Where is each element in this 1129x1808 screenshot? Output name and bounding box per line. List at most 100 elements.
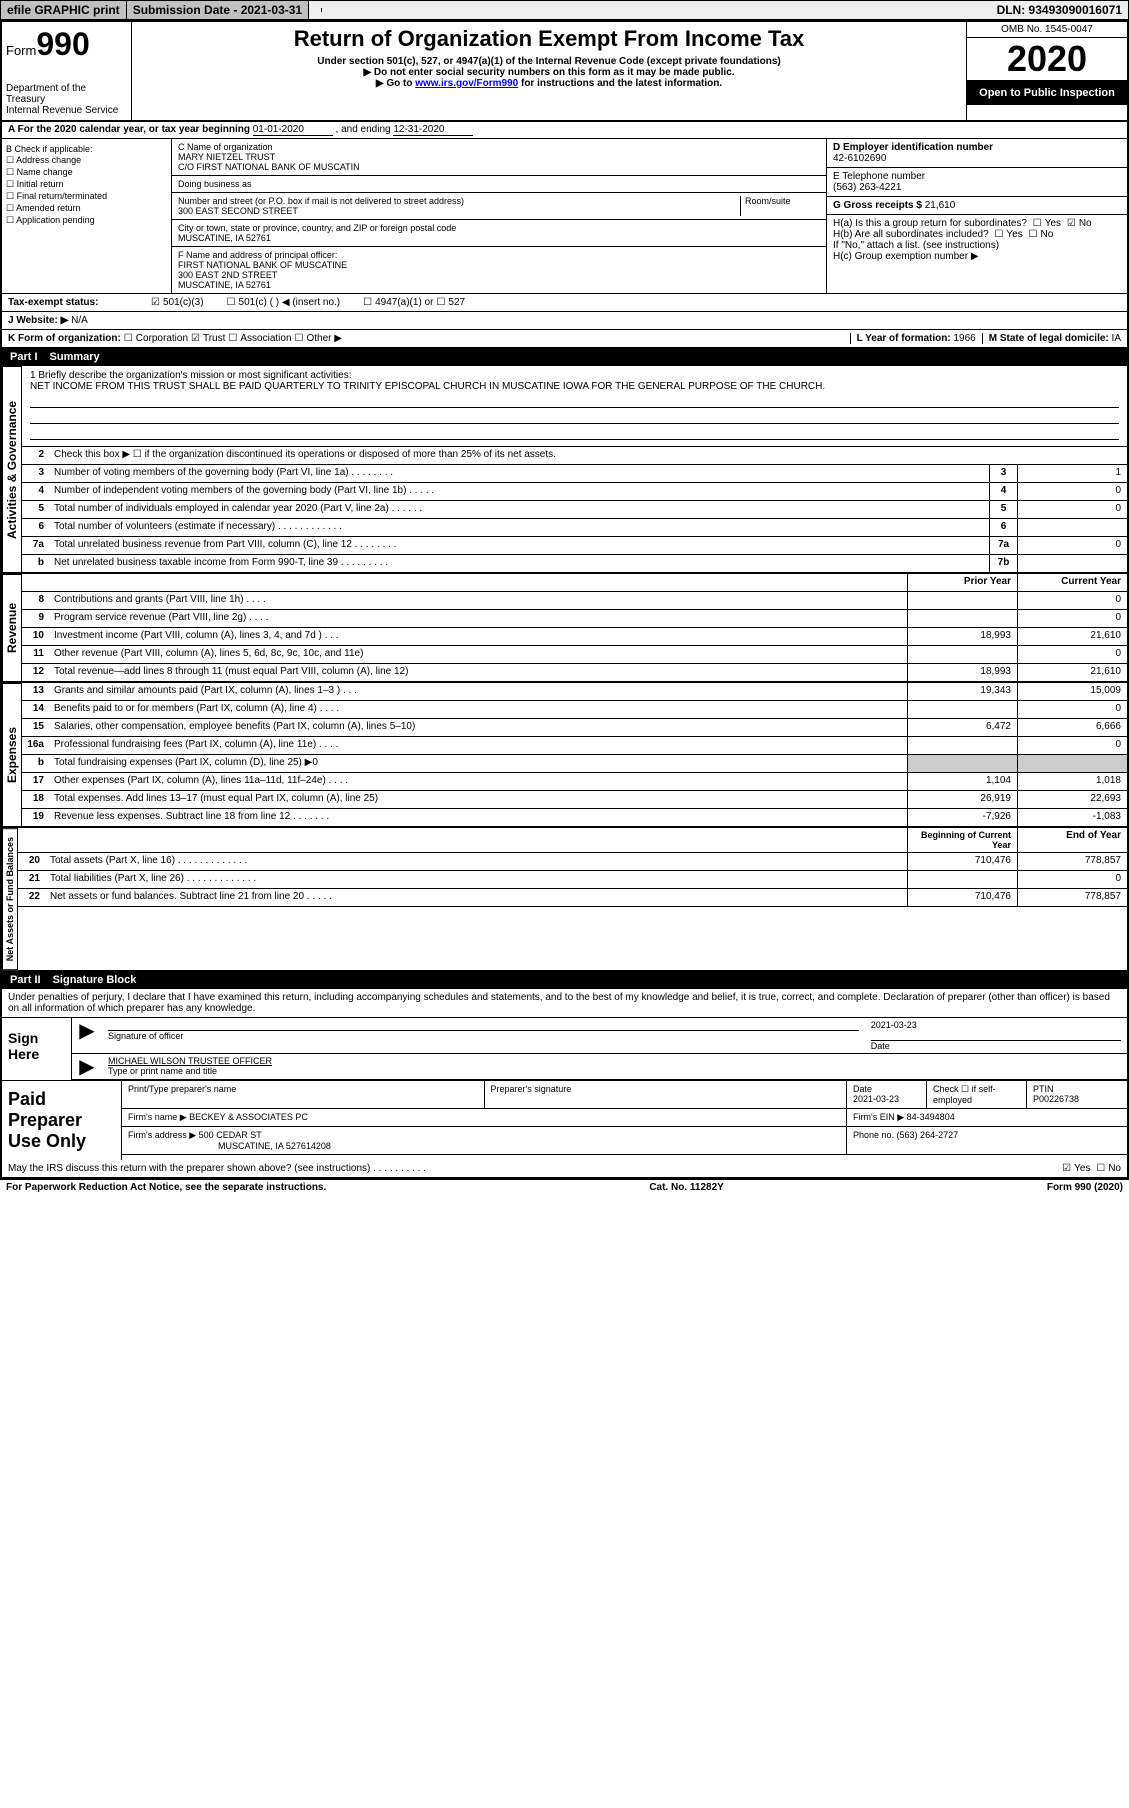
sign-block: Sign Here ▶ Signature of officer 2021-03… [2, 1018, 1127, 1081]
sig-officer-lbl: Signature of officer [108, 1030, 859, 1041]
firm-ph-lbl: Phone no. [853, 1130, 897, 1140]
line-10: 10Investment income (Part VIII, column (… [22, 628, 1127, 646]
line-6: 6Total number of volunteers (estimate if… [22, 519, 1127, 537]
line-text: Other expenses (Part IX, column (A), lin… [50, 773, 907, 790]
mission-lbl: 1 Briefly describe the organization's mi… [30, 370, 1119, 381]
line-text: Check this box ▶ ☐ if the organization d… [50, 447, 1127, 464]
part-1-title: Summary [50, 351, 100, 363]
discuss-yes[interactable]: Yes [1059, 1163, 1090, 1174]
current-year-val: 0 [1017, 646, 1127, 663]
prior-year-val [907, 701, 1017, 718]
chk-other[interactable]: Other ▶ [292, 333, 342, 344]
spacer [309, 8, 322, 12]
org-name-2: C/O FIRST NATIONAL BANK OF MUSCATIN [178, 162, 820, 172]
discuss-no[interactable]: No [1093, 1163, 1121, 1174]
chk-initial[interactable]: Initial return [6, 179, 167, 190]
line-num: 19 [22, 809, 50, 826]
hdr-left: Form990 Department of the Treasury Inter… [2, 22, 132, 120]
hdr-end-year: End of Year [1017, 828, 1127, 852]
taxexempt-lbl: Tax-exempt status: [8, 297, 148, 308]
line-9: 9Program service revenue (Part VIII, lin… [22, 610, 1127, 628]
chk-501c3[interactable]: 501(c)(3) [148, 297, 204, 308]
prior-year-val [907, 646, 1017, 663]
prior-year-val: 18,993 [907, 664, 1017, 681]
line-val: 0 [1017, 537, 1127, 554]
prep-self-emp[interactable]: Check ☐ if self-employed [927, 1081, 1027, 1108]
chk-pending[interactable]: Application pending [6, 215, 167, 226]
subtitle-1: Under section 501(c), 527, or 4947(a)(1)… [136, 56, 962, 67]
line-num: 4 [22, 483, 50, 500]
line-text: Total expenses. Add lines 13–17 (must eq… [50, 791, 907, 808]
officer-city: MUSCATINE, IA 52761 [178, 280, 820, 290]
line-text: Professional fundraising fees (Part IX, … [50, 737, 907, 754]
prior-year-val [907, 871, 1017, 888]
sign-date: 2021-03-23 [871, 1020, 917, 1030]
line-text: Number of voting members of the governin… [50, 465, 989, 482]
ha-yes[interactable]: Yes [1030, 218, 1061, 229]
org-name-lbl: C Name of organization [178, 142, 820, 152]
sec-expenses: Expenses 13Grants and similar amounts pa… [2, 683, 1127, 828]
firm-ein-lbl: Firm's EIN ▶ [853, 1112, 904, 1122]
prior-year-val: 1,104 [907, 773, 1017, 790]
sec-revenue: Revenue Prior Year Current Year 8Contrib… [2, 574, 1127, 683]
prior-year-val: 18,993 [907, 628, 1017, 645]
footer-right: Form 990 (2020) [1047, 1182, 1123, 1193]
sign-here-lbl: Sign Here [2, 1018, 72, 1080]
ha-no[interactable]: No [1064, 218, 1092, 229]
city-lbl: City or town, state or province, country… [178, 223, 820, 233]
line-box: 7b [989, 555, 1017, 572]
hdr-current-year: Current Year [1017, 574, 1127, 591]
chk-4947[interactable]: 4947(a)(1) or [360, 297, 433, 308]
line-val: 0 [1017, 501, 1127, 518]
chk-trust[interactable]: Trust [188, 333, 225, 344]
col-hdr-row-2: Beginning of Current Year End of Year [18, 828, 1127, 853]
irs-link[interactable]: www.irs.gov/Form990 [415, 78, 518, 89]
ptin-lbl: PTIN [1033, 1084, 1054, 1094]
row-a-label-b: , and ending [336, 124, 394, 135]
line-7a: 7aTotal unrelated business revenue from … [22, 537, 1127, 555]
line-15: 15Salaries, other compensation, employee… [22, 719, 1127, 737]
line-text: Other revenue (Part VIII, column (A), li… [50, 646, 907, 663]
mission-block: 1 Briefly describe the organization's mi… [22, 366, 1127, 447]
prior-year-val: 19,343 [907, 683, 1017, 700]
hb-no[interactable]: No [1026, 229, 1054, 240]
discuss-row: May the IRS discuss this return with the… [2, 1160, 1127, 1178]
current-year-val [1017, 755, 1127, 772]
hdr-right: OMB No. 1545-0047 2020 Open to Public In… [967, 22, 1127, 120]
line-text: Grants and similar amounts paid (Part IX… [50, 683, 907, 700]
gross-value: 21,610 [925, 200, 956, 211]
chk-name[interactable]: Name change [6, 167, 167, 178]
chk-527[interactable]: 527 [433, 297, 465, 308]
chk-corp[interactable]: Corporation [121, 333, 188, 344]
efile-btn[interactable]: efile GRAPHIC print [1, 1, 127, 19]
website-lbl: J Website: ▶ [8, 315, 68, 326]
line-num: 9 [22, 610, 50, 627]
chk-address[interactable]: Address change [6, 155, 167, 166]
sub3a: ▶ Go to [376, 78, 415, 89]
line-text: Contributions and grants (Part VIII, lin… [50, 592, 907, 609]
subtitle-2: ▶ Do not enter social security numbers o… [136, 67, 962, 78]
chk-amended[interactable]: Amended return [6, 203, 167, 214]
form-header: Form990 Department of the Treasury Inter… [2, 22, 1127, 122]
blank-line [30, 394, 1119, 408]
line-num: 8 [22, 592, 50, 609]
hb-lbl: H(b) Are all subordinates included? [833, 229, 989, 240]
hdr-begin-year: Beginning of Current Year [907, 828, 1017, 852]
prior-year-val: -7,926 [907, 809, 1017, 826]
line-b: bTotal fundraising expenses (Part IX, co… [22, 755, 1127, 773]
row-i-taxexempt: Tax-exempt status: 501(c)(3) 501(c) ( ) … [2, 294, 1127, 312]
line-box: 3 [989, 465, 1017, 482]
city-state-zip: MUSCATINE, IA 52761 [178, 233, 820, 243]
chk-final[interactable]: Final return/terminated [6, 191, 167, 202]
footer-mid: Cat. No. 11282Y [649, 1182, 723, 1193]
sign-arrow-icon: ▶ [72, 1018, 102, 1053]
line-text: Net unrelated business taxable income fr… [50, 555, 989, 572]
chk-501c[interactable]: 501(c) ( ) ◀ (insert no.) [224, 297, 341, 308]
current-year-val: 778,857 [1017, 889, 1127, 906]
current-year-val: 21,610 [1017, 664, 1127, 681]
blank-line [30, 426, 1119, 440]
street-address: 300 EAST SECOND STREET [178, 206, 740, 216]
ha-lbl: H(a) Is this a group return for subordin… [833, 218, 1027, 229]
chk-assoc[interactable]: Association [225, 333, 291, 344]
hb-yes[interactable]: Yes [991, 229, 1022, 240]
